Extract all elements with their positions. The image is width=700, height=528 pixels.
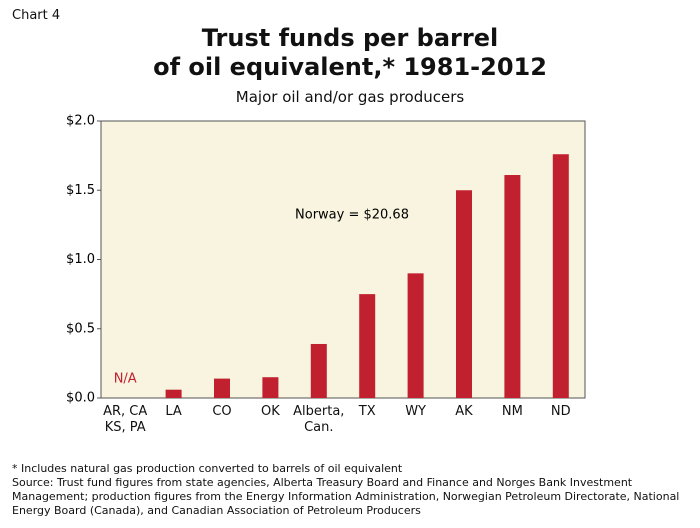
bar (262, 377, 279, 398)
x-tick-label: WY (405, 404, 426, 419)
bar (359, 294, 376, 398)
annotation: Norway = $20.68 (295, 208, 409, 223)
chart-label: Chart 4 (12, 8, 61, 23)
bar (552, 154, 569, 398)
footnote: * Includes natural gas production conver… (12, 462, 403, 475)
bar (407, 273, 424, 398)
bar (165, 389, 182, 398)
chart-title: Trust funds per barrel of oil equivalent… (153, 24, 547, 81)
plot-area (100, 120, 586, 399)
x-tick-label: LA (165, 404, 182, 419)
y-tick-label: $1.0 (66, 252, 95, 267)
source: Source: Trust fund figures from state ag… (12, 476, 680, 517)
x-tick-label: ND (550, 404, 571, 419)
x-tick-label: AK (455, 404, 473, 419)
y-tick-label: $0.0 (66, 391, 95, 406)
value-label: N/A (114, 372, 137, 387)
bar (504, 175, 521, 398)
y-tick-label: $1.5 (66, 183, 95, 198)
x-tick-label: NM (501, 404, 523, 419)
x-tick-label: OK (261, 404, 280, 419)
y-tick-label: $2.0 (66, 114, 95, 129)
x-tick-label: TX (358, 404, 376, 419)
x-tick-label: CO (212, 404, 232, 419)
bar (310, 343, 327, 398)
x-tick-label: Alberta, Can. (293, 404, 345, 435)
chart-subtitle: Major oil and/or gas producers (235, 88, 465, 106)
x-tick-label: AR, CA KS, PA (103, 404, 148, 435)
bar (214, 378, 230, 398)
y-tick-label: $0.5 (66, 321, 95, 336)
bar (456, 190, 472, 398)
